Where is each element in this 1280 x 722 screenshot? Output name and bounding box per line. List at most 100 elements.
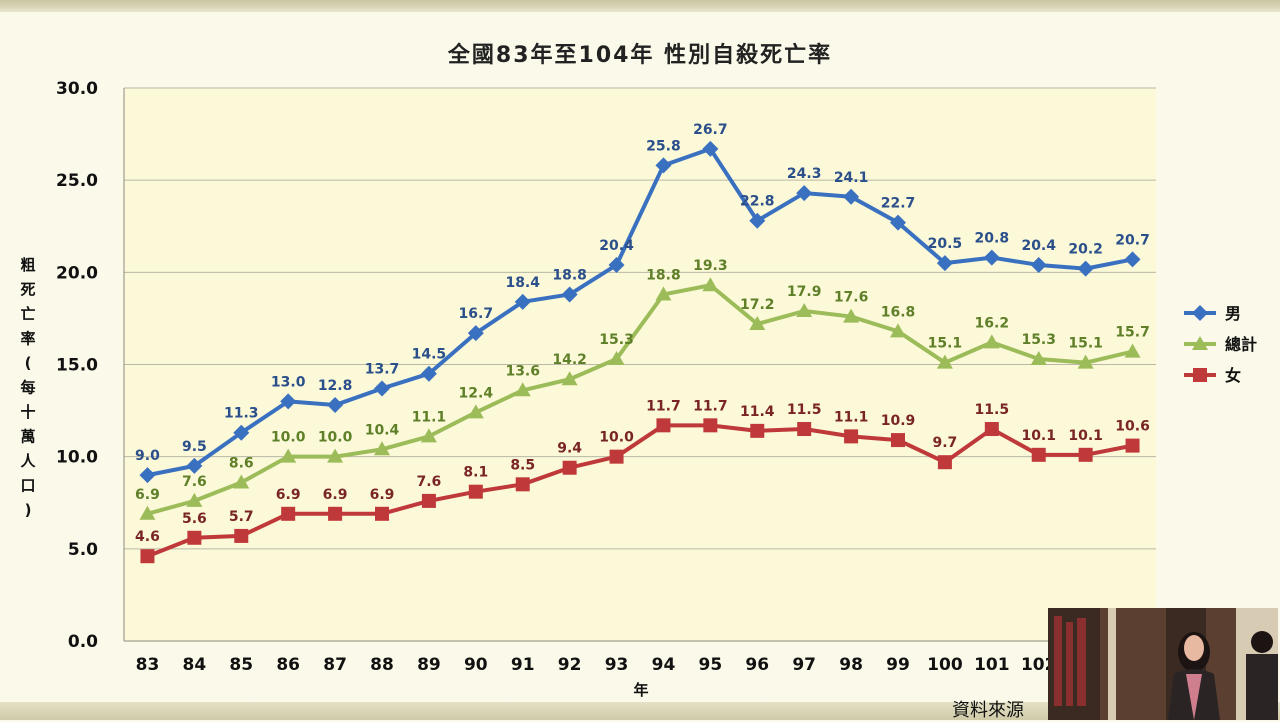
y-tick-label: 30.0 bbox=[56, 79, 98, 99]
data-label-female: 11.7 bbox=[693, 398, 728, 414]
x-tick-label: 85 bbox=[229, 655, 253, 675]
data-point-male bbox=[327, 397, 344, 414]
x-tick-label: 94 bbox=[652, 655, 676, 675]
x-axis-label: 年 bbox=[633, 681, 648, 699]
data-label-male: 20.7 bbox=[1115, 232, 1150, 248]
data-point-total bbox=[327, 448, 344, 463]
series-layer bbox=[139, 140, 1141, 564]
data-label-female: 8.5 bbox=[510, 457, 535, 473]
x-tick-label: 89 bbox=[417, 655, 441, 675]
data-label-total: 16.8 bbox=[881, 304, 916, 320]
data-point-male bbox=[374, 380, 390, 397]
data-label-male: 20.8 bbox=[975, 231, 1010, 247]
data-point-male bbox=[186, 457, 203, 474]
data-point-total bbox=[1077, 354, 1094, 369]
data-label-total: 11.1 bbox=[412, 409, 447, 425]
data-label-female: 9.7 bbox=[933, 435, 958, 451]
data-label-female: 9.4 bbox=[557, 441, 582, 457]
data-label-male: 22.7 bbox=[881, 196, 916, 212]
chart-title: 全國83年至104年 性別自殺死亡率 bbox=[447, 42, 832, 68]
x-tick-label: 90 bbox=[464, 655, 488, 675]
x-tick-label: 100 bbox=[927, 655, 963, 675]
data-label-total: 17.2 bbox=[740, 297, 775, 313]
data-label-male: 24.1 bbox=[834, 170, 869, 186]
data-point-male bbox=[983, 249, 1000, 266]
data-point-male bbox=[280, 393, 297, 410]
data-point-total bbox=[561, 371, 578, 386]
data-point-male bbox=[796, 185, 813, 202]
y-axis-label-char: 十 bbox=[20, 403, 35, 421]
y-axis-label-char: 人 bbox=[20, 452, 36, 470]
data-point-male bbox=[467, 325, 484, 342]
data-label-total: 15.3 bbox=[599, 332, 634, 348]
data-point-total bbox=[843, 308, 860, 323]
data-labels: 9.0 9.5 11.3 13.0 12.8 13.7 14.5 16.7 18.4 18.8 20… bbox=[135, 122, 1150, 545]
data-point-female bbox=[515, 477, 530, 492]
data-point-male bbox=[233, 424, 250, 441]
data-label-total: 10.4 bbox=[365, 422, 400, 438]
y-axis-label-char: 每 bbox=[20, 379, 35, 397]
data-point-female bbox=[328, 506, 343, 521]
series-total bbox=[139, 277, 1141, 520]
data-point-female bbox=[844, 429, 859, 444]
legend-marker-female bbox=[1193, 368, 1207, 382]
data-label-female: 10.9 bbox=[881, 413, 916, 429]
data-point-male bbox=[936, 255, 953, 272]
legend-label-total: 總計 bbox=[1225, 335, 1257, 354]
gridlines bbox=[124, 87, 1156, 642]
data-label-female: 10.0 bbox=[599, 430, 634, 446]
legend-label-female: 女 bbox=[1225, 366, 1241, 385]
data-label-total: 10.0 bbox=[271, 430, 306, 446]
x-tick-label: 84 bbox=[183, 655, 207, 675]
data-point-total bbox=[514, 382, 531, 397]
data-point-female bbox=[891, 433, 905, 448]
data-point-female bbox=[609, 449, 624, 464]
data-point-male bbox=[1124, 251, 1141, 268]
data-label-total: 12.4 bbox=[459, 385, 494, 401]
series-line-total bbox=[146, 283, 1134, 516]
x-tick-label: 88 bbox=[370, 655, 394, 675]
x-tick-label: 91 bbox=[511, 655, 535, 675]
data-point-total bbox=[280, 448, 297, 463]
data-point-total bbox=[420, 428, 437, 443]
data-point-female bbox=[750, 423, 765, 438]
y-tick-label: 0.0 bbox=[68, 632, 98, 652]
data-point-female bbox=[281, 506, 296, 521]
data-point-female bbox=[187, 530, 202, 545]
x-tick-label: 87 bbox=[323, 655, 347, 675]
data-label-male: 20.5 bbox=[928, 236, 963, 252]
y-tick-label: 20.0 bbox=[56, 263, 98, 283]
series-female bbox=[140, 418, 1140, 564]
x-tick-label: 93 bbox=[605, 655, 629, 675]
y-tick-label: 5.0 bbox=[68, 540, 98, 560]
data-point-female bbox=[562, 460, 577, 475]
x-tick-label: 98 bbox=[839, 655, 863, 675]
data-label-female: 11.5 bbox=[975, 402, 1010, 418]
data-label-male: 9.5 bbox=[182, 439, 207, 455]
data-label-male: 16.7 bbox=[459, 306, 494, 322]
data-label-total: 19.3 bbox=[693, 258, 728, 274]
data-point-male bbox=[561, 286, 578, 303]
data-label-female: 6.9 bbox=[370, 487, 395, 503]
data-label-total: 13.6 bbox=[505, 363, 540, 379]
data-label-male: 20.4 bbox=[1021, 238, 1056, 254]
y-axis-label-char: ( bbox=[25, 354, 32, 372]
x-tick-label: 92 bbox=[558, 655, 582, 675]
y-axis-label-char: 口 bbox=[20, 477, 35, 495]
data-label-female: 11.1 bbox=[834, 409, 869, 425]
data-point-total bbox=[233, 474, 250, 489]
data-point-male bbox=[139, 467, 156, 484]
data-point-female bbox=[140, 549, 155, 564]
data-point-total bbox=[139, 505, 156, 520]
data-point-male bbox=[420, 365, 437, 382]
data-point-female bbox=[797, 422, 812, 437]
data-point-female bbox=[1078, 447, 1093, 462]
data-label-male: 9.0 bbox=[135, 448, 160, 464]
data-point-female bbox=[468, 484, 483, 499]
data-point-female bbox=[375, 506, 389, 521]
data-label-female: 5.6 bbox=[182, 511, 207, 527]
data-label-total: 16.2 bbox=[975, 315, 1010, 331]
data-point-total bbox=[749, 315, 766, 330]
data-point-female bbox=[703, 418, 718, 433]
